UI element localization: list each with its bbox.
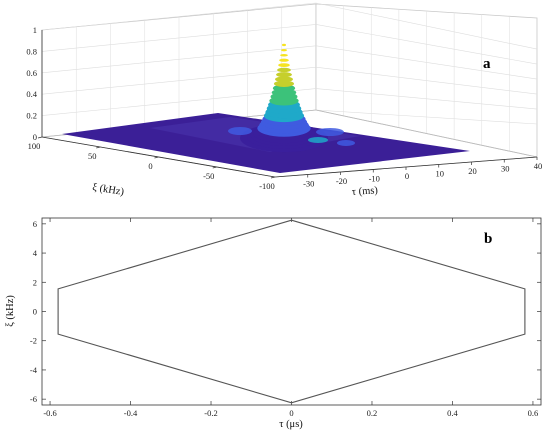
axis-ticks: -0.6 -0.4 -0.2 0 0.2 0.4 0.6 6 4 2 0 -2 -4 -6 bbox=[30, 218, 541, 418]
x-tick-label: -0.2 bbox=[204, 408, 217, 418]
x-tick-label: 30 bbox=[501, 164, 510, 174]
surface-band bbox=[282, 43, 286, 47]
x-tick-label: -20 bbox=[336, 176, 347, 186]
y-tick-label: 100 bbox=[28, 141, 41, 151]
z-tick-label: 0 bbox=[33, 132, 37, 142]
plot-frame bbox=[41, 217, 542, 406]
x-tick-label: 0.4 bbox=[447, 408, 458, 418]
y-tick-label: -50 bbox=[203, 171, 214, 181]
grid-lines bbox=[41, 2, 538, 152]
y-tick bbox=[37, 136, 43, 139]
y-tick-label: 6 bbox=[33, 219, 37, 229]
y-tick bbox=[270, 176, 276, 179]
surface-band bbox=[276, 72, 292, 78]
y-tick bbox=[96, 146, 101, 149]
x-tick-label: -0.4 bbox=[124, 408, 138, 418]
surface-band bbox=[278, 63, 290, 67]
x-tick-label: 20 bbox=[468, 166, 477, 176]
x-tick-label: 0 bbox=[405, 171, 409, 181]
x-tick-label: -10 bbox=[369, 174, 380, 184]
x-tick-label: 0 bbox=[289, 408, 293, 418]
x-tick-label: 0.6 bbox=[528, 408, 539, 418]
x-axis-label: τ (ms) bbox=[351, 185, 378, 198]
panel-label: b bbox=[484, 231, 492, 247]
y-axis-label: ξ (kHz) bbox=[92, 182, 126, 198]
y-tick bbox=[212, 166, 217, 169]
y-tick-label: -100 bbox=[259, 181, 275, 191]
surface-band bbox=[280, 53, 288, 57]
surface-ridge bbox=[308, 137, 328, 143]
series-line bbox=[57, 219, 526, 404]
surface-ridge bbox=[228, 127, 252, 135]
x-tick-label: 40 bbox=[534, 161, 543, 171]
y-axis-label: ξ (kHz) bbox=[5, 295, 16, 327]
x-tick-label: 10 bbox=[436, 169, 445, 179]
x-tick-label: -30 bbox=[303, 179, 314, 189]
y-tick-label: 0 bbox=[148, 161, 152, 171]
z-tick-label: 0.8 bbox=[26, 46, 37, 56]
x-tick-label: -0.6 bbox=[43, 408, 56, 418]
grid-line bbox=[41, 2, 317, 31]
z-tick-label: 0.6 bbox=[26, 68, 37, 78]
panel-a-surface-plot: 00.20.40.60.81-30 -20 -10 0 10 20 30 40100500-5… bbox=[26, 2, 542, 198]
y-tick-label: 2 bbox=[33, 277, 37, 287]
y-tick bbox=[154, 156, 159, 159]
surface-band bbox=[277, 67, 291, 73]
axis-ticks: 00.20.40.60.81-30 -20 -10 0 10 20 30 40100500-5… bbox=[26, 25, 542, 191]
x-tick-label: 0.2 bbox=[367, 408, 378, 418]
y-tick-label: -2 bbox=[30, 336, 37, 346]
surface-peak bbox=[228, 43, 355, 153]
x-axis-label: τ (μs) bbox=[279, 419, 303, 430]
y-tick-label: -4 bbox=[30, 365, 38, 375]
surface-band bbox=[281, 48, 287, 52]
z-tick-label: 0.2 bbox=[26, 111, 37, 121]
surface-band bbox=[275, 76, 293, 83]
panel-label: a bbox=[483, 56, 491, 72]
z-tick-label: 1 bbox=[33, 25, 37, 35]
y-tick-label: 0 bbox=[33, 307, 37, 317]
surface-ridge bbox=[316, 128, 344, 136]
y-tick-label: 50 bbox=[88, 151, 97, 161]
y-tick-label: -6 bbox=[30, 394, 37, 404]
surface-band bbox=[273, 80, 295, 87]
y-tick-label: 4 bbox=[33, 248, 38, 258]
surface-band bbox=[279, 58, 289, 62]
surface-ridge bbox=[337, 140, 355, 146]
z-tick-label: 0.4 bbox=[26, 89, 37, 99]
